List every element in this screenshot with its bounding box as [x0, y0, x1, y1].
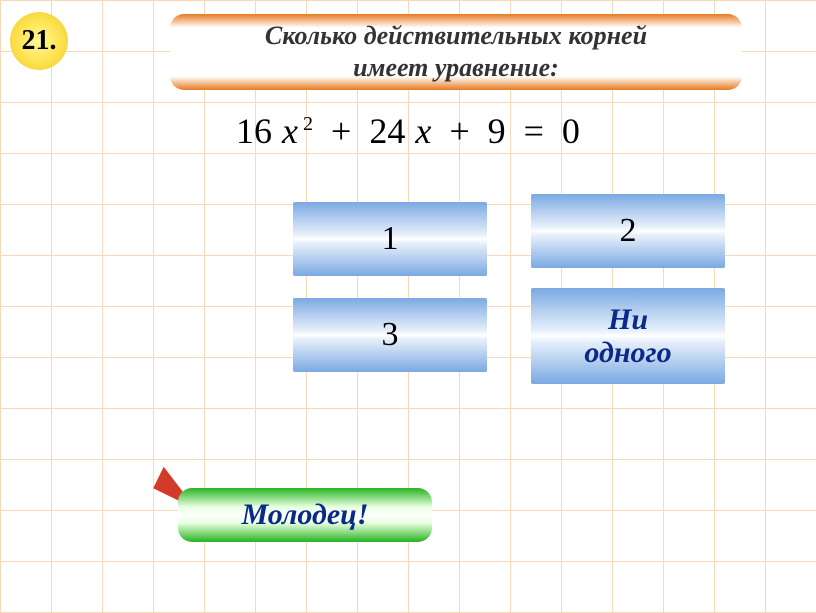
answer-label: Ниодного: [584, 303, 671, 369]
question-number-text: 21.: [22, 25, 57, 57]
question-line-1: Сколько действительных корней: [265, 21, 647, 50]
answer-label: 1: [382, 220, 399, 258]
answer-option-none[interactable]: Ниодного: [531, 288, 725, 384]
feedback-text: Молодец!: [241, 498, 368, 532]
question-prompt-box: Сколько действительных корней имеет урав…: [170, 14, 742, 90]
question-line-2: имеет уравнение:: [353, 53, 559, 82]
answer-option-3[interactable]: 3: [293, 298, 487, 372]
answer-label: 2: [620, 212, 637, 250]
answer-label: 3: [382, 316, 399, 354]
question-number-badge: 21.: [10, 12, 68, 70]
answer-option-1[interactable]: 1: [293, 202, 487, 276]
answer-option-2[interactable]: 2: [531, 194, 725, 268]
feedback-callout: Молодец!: [178, 488, 432, 542]
feedback-bubble: Молодец!: [178, 488, 432, 542]
equation-display: 16x 2 + 24x + 9 = 0: [0, 110, 816, 152]
